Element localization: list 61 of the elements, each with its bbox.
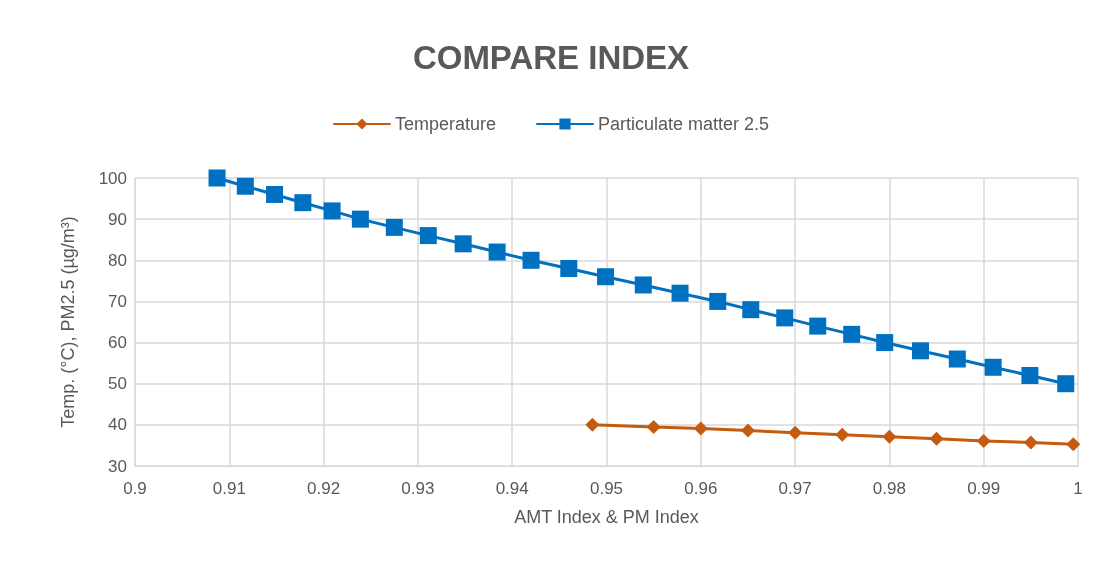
x-tick-label: 0.98 xyxy=(872,479,906,498)
point xyxy=(671,284,689,302)
point xyxy=(294,194,312,212)
point xyxy=(560,260,578,278)
y-tick-label: 40 xyxy=(108,415,127,435)
point xyxy=(809,317,827,335)
x-tick-label: 0.94 xyxy=(495,479,529,498)
point xyxy=(742,301,760,319)
y-tick-label: 60 xyxy=(108,333,127,353)
point xyxy=(236,177,254,195)
point xyxy=(843,325,861,343)
point xyxy=(948,350,966,368)
point xyxy=(634,276,652,294)
x-tick-label: 0.9 xyxy=(123,479,147,498)
point xyxy=(976,433,991,448)
y-axis-title: Temp. (°C), PM2.5 (µg/m³) xyxy=(58,216,78,428)
point xyxy=(522,251,540,269)
point xyxy=(709,292,727,310)
x-tick-label: 0.97 xyxy=(778,479,812,498)
x-tick-label: 1 xyxy=(1073,479,1083,498)
x-tick-label: 0.99 xyxy=(967,479,1001,498)
point xyxy=(912,342,930,360)
point xyxy=(646,419,661,434)
point xyxy=(208,169,226,187)
point xyxy=(351,210,369,228)
x-axis-title: AMT Index & PM Index xyxy=(514,507,699,527)
x-tick-label: 0.96 xyxy=(684,479,718,498)
point xyxy=(1066,437,1081,452)
point xyxy=(1021,366,1039,384)
chart-title: COMPARE INDEX xyxy=(412,39,690,76)
point xyxy=(454,235,472,253)
point xyxy=(385,218,403,236)
legend-label: Temperature xyxy=(394,114,496,134)
point xyxy=(1057,375,1075,393)
y-tick-label: 100 xyxy=(98,168,127,188)
y-tick-label: 90 xyxy=(108,209,127,229)
point xyxy=(876,334,894,352)
point xyxy=(835,427,850,442)
point xyxy=(776,309,794,327)
point xyxy=(266,185,284,203)
point xyxy=(597,268,615,286)
y-tick-label: 30 xyxy=(108,456,127,476)
point xyxy=(740,423,755,438)
point xyxy=(585,417,600,432)
y-tick-label: 50 xyxy=(108,374,127,394)
y-tick-label: 80 xyxy=(108,250,127,270)
y-tick-label: 70 xyxy=(108,291,127,311)
point xyxy=(882,429,897,444)
x-tick-label: 0.95 xyxy=(589,479,624,498)
x-tick-label: 0.91 xyxy=(212,479,246,498)
point xyxy=(788,425,803,440)
legend-label: Particulate matter 2.5 xyxy=(597,114,770,134)
x-tick-label: 0.92 xyxy=(307,479,341,498)
point xyxy=(693,421,708,436)
x-tick-label: 0.93 xyxy=(401,479,435,498)
point xyxy=(488,243,506,261)
point xyxy=(929,431,944,446)
point xyxy=(984,358,1002,376)
point xyxy=(1023,435,1038,450)
point xyxy=(323,202,341,220)
point xyxy=(419,227,437,245)
